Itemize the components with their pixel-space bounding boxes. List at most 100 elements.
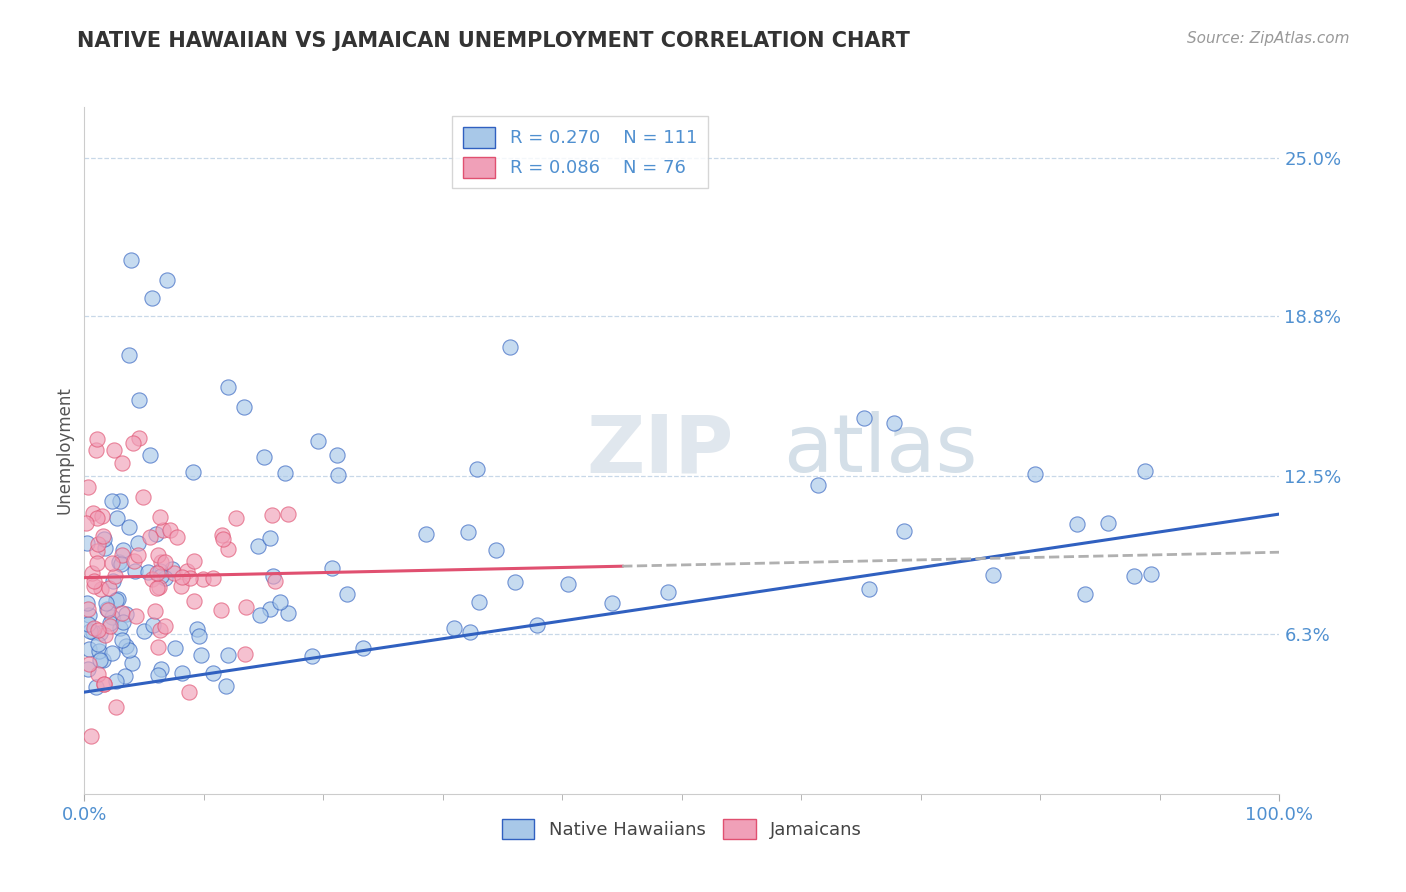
Point <box>128 431 150 445</box>
Point <box>146 582 169 596</box>
Point <box>138 565 160 579</box>
Point <box>108 555 131 569</box>
Point <box>600 596 623 610</box>
Point <box>152 523 174 537</box>
Point <box>183 594 205 608</box>
Point <box>80 566 103 581</box>
Point <box>94 628 117 642</box>
Point <box>457 524 479 539</box>
Point <box>262 508 284 522</box>
Point <box>77 608 100 623</box>
Point <box>170 579 193 593</box>
Point <box>191 572 214 586</box>
Point <box>114 640 136 654</box>
Point <box>415 527 437 541</box>
Point <box>807 478 830 492</box>
Point <box>146 566 169 581</box>
Point <box>148 549 170 563</box>
Point <box>326 467 349 482</box>
Point <box>93 541 115 555</box>
Point <box>77 642 100 657</box>
Point <box>212 533 235 547</box>
Point <box>170 570 193 584</box>
Point <box>105 674 128 689</box>
Point <box>146 640 169 654</box>
Point <box>87 537 110 551</box>
Point <box>86 556 108 570</box>
Point <box>93 677 115 691</box>
Point <box>352 641 374 656</box>
Point <box>141 572 163 586</box>
Point <box>259 601 281 615</box>
Point <box>87 643 110 657</box>
Point <box>149 564 172 578</box>
Point <box>91 653 114 667</box>
Point <box>107 591 129 606</box>
Point <box>149 509 172 524</box>
Point <box>149 555 172 569</box>
Point <box>79 624 101 639</box>
Point <box>209 603 232 617</box>
Point <box>217 380 239 394</box>
Point <box>153 571 176 585</box>
Point <box>105 593 128 607</box>
Point <box>110 493 132 508</box>
Point <box>77 657 100 672</box>
Point <box>336 587 359 601</box>
Point <box>202 571 225 585</box>
Point <box>893 524 915 538</box>
Point <box>225 511 247 525</box>
Point <box>468 594 491 608</box>
Point <box>75 516 97 531</box>
Point <box>111 615 134 629</box>
Point <box>159 523 181 537</box>
Point <box>76 536 98 550</box>
Point <box>76 602 98 616</box>
Text: NATIVE HAWAIIAN VS JAMAICAN UNEMPLOYMENT CORRELATION CHART: NATIVE HAWAIIAN VS JAMAICAN UNEMPLOYMENT… <box>77 31 910 51</box>
Point <box>101 574 124 588</box>
Point <box>93 533 115 547</box>
Point <box>217 542 239 557</box>
Point <box>1097 516 1119 530</box>
Point <box>127 548 149 562</box>
Point <box>141 291 163 305</box>
Point <box>235 599 257 614</box>
Point <box>121 657 143 671</box>
Point <box>112 543 135 558</box>
Point <box>82 624 104 639</box>
Point <box>657 585 679 599</box>
Point <box>142 617 165 632</box>
Point <box>96 602 118 616</box>
Point <box>301 648 323 663</box>
Point <box>150 662 173 676</box>
Point <box>100 616 122 631</box>
Point <box>117 643 139 657</box>
Point <box>96 596 118 610</box>
Point <box>110 606 132 620</box>
Point <box>87 666 110 681</box>
Point <box>321 561 343 575</box>
Text: atlas: atlas <box>783 411 977 490</box>
Text: ZIP: ZIP <box>586 411 734 490</box>
Point <box>155 619 177 633</box>
Point <box>858 582 880 596</box>
Point <box>217 648 239 662</box>
Point <box>110 621 132 635</box>
Point <box>120 252 142 267</box>
Point <box>101 556 124 570</box>
Point <box>277 507 299 521</box>
Point <box>101 646 124 660</box>
Point <box>177 685 200 699</box>
Point <box>273 466 295 480</box>
Point <box>114 669 136 683</box>
Point <box>188 629 211 643</box>
Point <box>84 443 107 458</box>
Point <box>87 637 110 651</box>
Point <box>1135 465 1157 479</box>
Point <box>86 433 108 447</box>
Point <box>87 623 110 637</box>
Point <box>259 531 281 545</box>
Point <box>89 626 111 640</box>
Point <box>143 604 166 618</box>
Point <box>269 595 291 609</box>
